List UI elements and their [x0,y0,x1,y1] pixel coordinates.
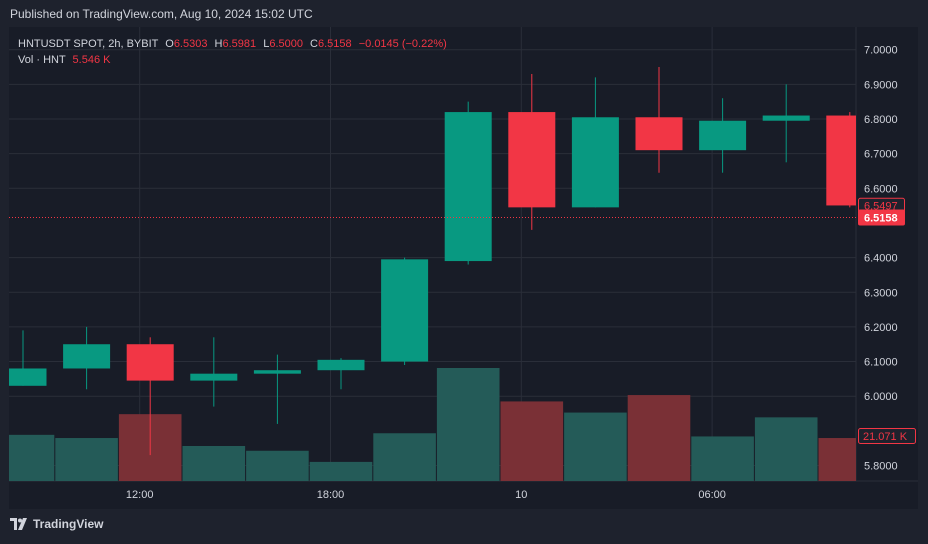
volume-bar [55,438,118,481]
last-price-text: 6.5158 [864,212,898,224]
legend-price-row: HNTUSDT SPOT, 2h, BYBIT O6.5303 H6.5981 … [18,36,447,52]
price-axis[interactable]: 7.0000 6.9000 6.8000 6.7000 6.6000 6.4000 6.30… [864,45,898,473]
legend-high-label: H [214,38,223,50]
candle-body [762,115,810,121]
candle-body [826,115,856,206]
legend-open-value: 6.5303 [173,38,208,50]
tradingview-logo[interactable]: TradingView [10,517,103,531]
volume-bar [309,461,373,481]
price-tick-label: 6.8000 [864,114,898,126]
legend-volume-value: 5.546 K [72,54,111,66]
tradingview-logo-text: TradingView [33,517,104,531]
legend-high-value: 6.5981 [222,38,257,50]
candle-body [9,368,47,386]
legend-volume-label[interactable]: Vol · HNT [18,54,66,66]
price-tick-label: 5.8000 [864,461,898,473]
volume-bar [818,438,856,481]
candle-body [635,117,683,151]
volume-value-text: 21.071 K [863,431,908,443]
price-tick-label: 6.0000 [864,391,898,403]
volume-bar [564,412,627,481]
price-tick-label: 6.6000 [864,183,898,195]
volume-bar [436,368,500,481]
volume-bar [373,433,436,481]
time-axis[interactable]: 12:00 18:00 10 06:00 [126,489,726,501]
volume-bar [9,434,55,481]
candle-layer [9,67,856,456]
price-tick-label: 6.4000 [864,253,898,265]
candle-body [508,112,556,208]
candle-body [571,117,619,208]
candle-body [63,344,111,369]
price-tick-label: 6.3000 [864,287,898,299]
series-legend: HNTUSDT SPOT, 2h, BYBIT O6.5303 H6.5981 … [18,36,447,68]
last-price-tag [858,209,905,226]
volume-bar [500,401,564,481]
price-tick-label: 6.9000 [864,79,898,91]
candle-body [699,120,747,151]
price-tick-label: 6.1000 [864,357,898,369]
candle-body [253,370,301,374]
legend-volume-row: Vol · HNT 5.546 K [18,52,447,68]
price-tick-label: 6.2000 [864,322,898,334]
price-tick-label: 7.0000 [864,45,898,57]
time-tick-label: 12:00 [126,489,154,501]
published-caption: Published on TradingView.com, Aug 10, 20… [10,7,313,21]
legend-symbol[interactable]: HNTUSDT SPOT, 2h, BYBIT [18,38,159,50]
legend-low-label: L [263,38,270,50]
volume-bar [691,436,754,481]
volume-value-tag [858,428,916,444]
legend-change: −0.0145 (−0.22%) [358,38,447,50]
legend-close-value: 6.5158 [318,38,352,50]
volume-bar [627,395,691,481]
volume-bar [754,417,818,481]
time-tick-label: 10 [515,489,527,501]
candle-body [126,344,174,381]
time-tick-label: 18:00 [317,489,345,501]
volume-bar [246,450,309,481]
legend-low-value: 6.5000 [269,38,303,50]
candle-body [444,112,492,262]
tradingview-logo-icon [10,518,27,530]
time-tick-label: 06:00 [698,489,726,501]
candle-body [190,373,238,381]
candle-body [381,259,429,362]
legend-open-label: O [165,38,174,50]
volume-bar [182,445,246,481]
legend-close-label: C [310,38,318,50]
candle-body [317,359,365,371]
price-tick-label: 6.7000 [864,149,898,161]
